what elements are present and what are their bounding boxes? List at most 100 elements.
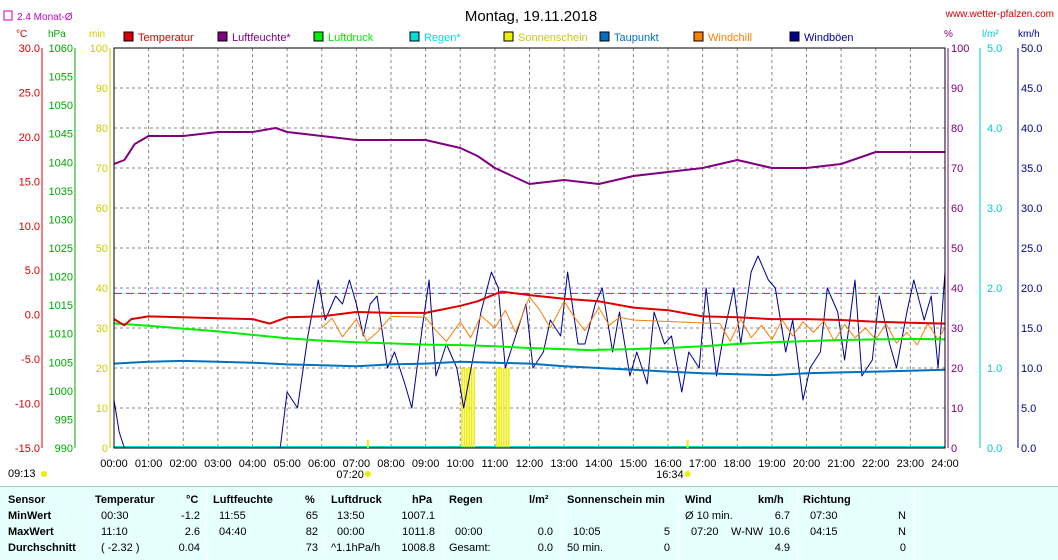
hpa-tick-3: 1050 bbox=[49, 100, 73, 112]
max-wind-value: 10.6 bbox=[768, 526, 790, 538]
series-luftfeuchte bbox=[113, 127, 945, 185]
min-tick-2: 90 bbox=[96, 83, 108, 95]
monthly-avg-label: 2.4 Monat-Ø bbox=[17, 12, 73, 23]
hpa-tick-8: 1025 bbox=[49, 243, 73, 255]
max-dir-time: 04:15 bbox=[810, 526, 838, 538]
sun-bar-12 bbox=[507, 368, 510, 448]
hdr-wind: Wind bbox=[685, 494, 712, 506]
hdr-luftdruck: Luftdruck bbox=[331, 494, 382, 506]
min-lf-value: 65 bbox=[305, 510, 318, 522]
legend-swatch-2 bbox=[217, 31, 228, 42]
legend-swatch-5 bbox=[503, 31, 514, 42]
max-temp-time: 11:10 bbox=[101, 526, 128, 538]
stats-table: Sensor Temperatur °C Luftfeuchte % Luftd… bbox=[0, 486, 1058, 560]
sun-bar-5 bbox=[470, 368, 473, 448]
x-tick-2: 01:00 bbox=[135, 458, 163, 470]
temp-tick-10: -15.0 bbox=[15, 443, 40, 455]
sun-bar-2 bbox=[463, 368, 466, 448]
min-wind-value: 6.7 bbox=[774, 510, 790, 522]
max-sun-time: 10:05 bbox=[573, 526, 601, 538]
hdr-sensor: Sensor bbox=[8, 494, 46, 506]
min-tick-8: 30 bbox=[96, 323, 108, 335]
avg-sun-label: 50 min. bbox=[567, 542, 604, 554]
hdr-richtung: Richtung bbox=[803, 494, 851, 506]
x-tick-15: 14:00 bbox=[585, 458, 613, 470]
min-tick-10: 10 bbox=[96, 403, 108, 415]
min-label: MinWert bbox=[8, 510, 52, 522]
min-tick-11: 0 bbox=[102, 443, 108, 455]
wind-tick-11: 0.0 bbox=[1021, 443, 1036, 455]
x-tick-16: 15:00 bbox=[620, 458, 648, 470]
sun-bar-1 bbox=[461, 368, 463, 448]
sun-bar-4 bbox=[468, 368, 471, 448]
temp-tick-5: 10.0 bbox=[19, 221, 40, 233]
avg-sun-value: 0 bbox=[663, 542, 670, 554]
temp-tick-2: 25.0 bbox=[19, 87, 40, 99]
min-tick-3: 80 bbox=[96, 123, 108, 135]
hpa-tick-10: 1015 bbox=[49, 300, 73, 312]
min-temp-value: -1.2 bbox=[181, 510, 200, 522]
hpa-tick-6: 1035 bbox=[49, 186, 73, 198]
series-temperatur bbox=[113, 290, 946, 327]
max-temp-value: 2.6 bbox=[184, 526, 200, 538]
avg-lf-value: 73 bbox=[305, 542, 318, 554]
x-tick-4: 03:00 bbox=[204, 458, 232, 470]
sun-bar-7 bbox=[495, 368, 498, 448]
x-tick-11: 10:00 bbox=[446, 458, 474, 470]
x-tick-25: 24:00 bbox=[931, 458, 959, 470]
avg-temp-value: 0.04 bbox=[178, 542, 200, 554]
hdr-temp-unit: °C bbox=[186, 494, 199, 506]
unit-hpa: hPa bbox=[48, 29, 66, 40]
pct-tick-7: 40 bbox=[951, 283, 963, 295]
hpa-tick-4: 1045 bbox=[49, 129, 73, 141]
unit-pct: % bbox=[944, 29, 953, 40]
avg-label: Durchschnitt bbox=[8, 542, 76, 554]
hpa-tick-7: 1030 bbox=[49, 214, 73, 226]
x-tick-12: 11:00 bbox=[482, 458, 509, 470]
unit-wind: km/h bbox=[1018, 29, 1040, 40]
legend-label-8: Windböen bbox=[804, 32, 854, 44]
avg-ld-value: 1008.8 bbox=[401, 542, 435, 554]
hdr-temperatur: Temperatur bbox=[95, 494, 155, 506]
max-dir-value: N bbox=[898, 526, 906, 538]
sun-bar-8 bbox=[498, 368, 500, 448]
legend-swatch-6 bbox=[599, 31, 610, 42]
axis-tick-labels: 30.0 25.0 20.0 15.0 10.0 5.0 0.0 -5.0 -10.0 -15.0… bbox=[15, 43, 1043, 470]
weather-chart: Montag, 19.11.2018 www.wetter-pfalzen.co… bbox=[3, 8, 1054, 481]
min-tick-7: 40 bbox=[96, 283, 108, 295]
sun-bar-3 bbox=[466, 368, 468, 448]
legend-label-1: Temperatur bbox=[138, 32, 194, 44]
wind-tick-3: 40.0 bbox=[1021, 123, 1042, 135]
temp-tick-8: -5.0 bbox=[21, 354, 40, 366]
avg-temp-extra: ( -2.32 ) bbox=[101, 542, 140, 554]
x-tick-14: 13:00 bbox=[550, 458, 578, 470]
rain-tick-3: 3.0 bbox=[987, 203, 1002, 215]
pct-tick-1: 100 bbox=[951, 43, 969, 55]
pct-tick-6: 50 bbox=[951, 243, 963, 255]
hdr-ld-unit: hPa bbox=[412, 494, 433, 506]
legend-swatch-4 bbox=[409, 31, 420, 42]
max-ld-value: 1011.8 bbox=[402, 526, 435, 538]
series-luftdruck bbox=[113, 322, 946, 352]
temp-tick-6: 5.0 bbox=[25, 265, 40, 277]
hpa-tick-12: 1005 bbox=[49, 357, 73, 369]
legend-label-3: Luftdruck bbox=[328, 32, 374, 44]
chart-series bbox=[113, 127, 946, 449]
x-tick-8: 07:00 bbox=[343, 458, 371, 470]
hpa-tick-2: 1055 bbox=[49, 72, 73, 84]
pct-tick-8: 30 bbox=[951, 323, 963, 335]
rain-tick-6: 0.0 bbox=[987, 443, 1002, 455]
x-tick-23: 22:00 bbox=[862, 458, 890, 470]
pct-tick-11: 0 bbox=[951, 443, 957, 455]
sun-bar-9 bbox=[500, 368, 503, 448]
avg-wind-value: 4.9 bbox=[774, 542, 790, 554]
min-dir-time: 07:30 bbox=[810, 510, 838, 522]
hpa-tick-11: 1010 bbox=[49, 329, 73, 341]
legend-label-6: Taupunkt bbox=[614, 32, 659, 44]
min-temp-time: 00:30 bbox=[101, 510, 129, 522]
hpa-tick-13: 1000 bbox=[49, 386, 73, 398]
legend-swatch-7 bbox=[693, 31, 704, 42]
hdr-luftfeuchte: Luftfeuchte bbox=[213, 494, 273, 506]
wind-tick-7: 20.0 bbox=[1021, 283, 1042, 295]
max-ld-time: 00:00 bbox=[337, 526, 365, 538]
